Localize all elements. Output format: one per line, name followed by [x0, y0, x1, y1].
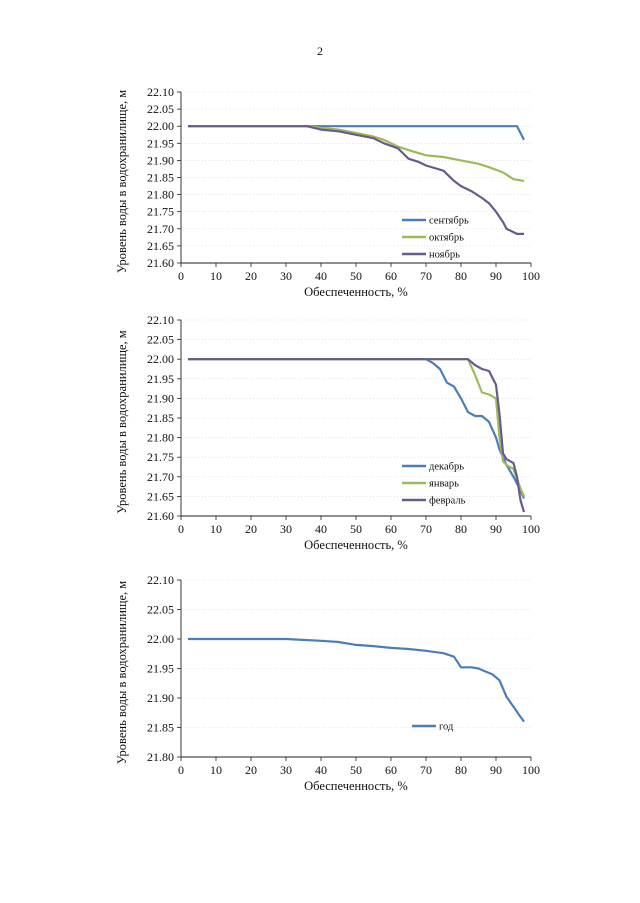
y-tick-label: 21.90 — [147, 391, 174, 405]
y-tick-label: 21.75 — [147, 205, 174, 219]
x-tick-label: 90 — [490, 522, 502, 536]
x-tick-label: 30 — [280, 522, 292, 536]
y-tick-label: 22.00 — [147, 119, 174, 133]
x-tick-label: 20 — [245, 522, 257, 536]
series-line-0 — [188, 637, 525, 723]
series-line-2 — [188, 125, 524, 235]
x-tick-label: 20 — [245, 269, 257, 283]
legend-label: ноябрь — [429, 250, 460, 261]
legend-label: декабрь — [429, 462, 464, 473]
x-tick-label: 40 — [315, 763, 327, 777]
y-tick-label: 21.80 — [147, 750, 174, 764]
x-tick-label: 50 — [350, 522, 362, 536]
y-tick-label: 22.10 — [147, 85, 174, 99]
y-tick-label: 22.10 — [147, 313, 174, 327]
y-tick-label: 21.70 — [147, 470, 174, 484]
page-number: 2 — [317, 44, 323, 58]
chart-autumn: 21.60 21.65 21.70 21.75 21.80 21.85 21.90 21.95… — [115, 85, 540, 299]
y-tick-label: 21.65 — [147, 239, 174, 253]
y-tick-label: 21.90 — [147, 153, 174, 167]
x-tick-label: 30 — [280, 763, 292, 777]
legend-label: февраль — [429, 496, 466, 507]
x-tick-label: 10 — [210, 522, 222, 536]
y-tick-label: 21.90 — [147, 691, 174, 705]
x-tick-label: 50 — [350, 269, 362, 283]
y-tick-label: 21.85 — [147, 721, 174, 735]
chart-year: 21.80 21.85 21.90 21.95 22.00 22.05 22.10 0 10 20… — [115, 573, 540, 793]
x-axis-label: Обеспеченность, % — [304, 285, 408, 299]
x-tick-label: 10 — [210, 269, 222, 283]
y-tick-label: 22.05 — [147, 102, 174, 116]
x-tick-label: 40 — [315, 522, 327, 536]
x-tick-label: 20 — [245, 763, 257, 777]
y-tick-label: 21.65 — [147, 489, 174, 503]
series-line-1 — [188, 125, 525, 182]
y-tick-label: 21.70 — [147, 222, 174, 236]
y-tick-label: 22.05 — [147, 333, 174, 347]
x-tick-label: 70 — [420, 269, 432, 283]
series-line-2 — [188, 358, 526, 513]
y-tick-label: 21.80 — [147, 188, 174, 202]
x-axis-label: Обеспеченность, % — [304, 779, 408, 793]
y-tick-label: 22.00 — [147, 352, 174, 366]
y-axis-label: Уровень воды в водохранилище, м — [115, 330, 129, 514]
x-tick-label: 50 — [350, 763, 362, 777]
x-tick-label: 0 — [178, 763, 184, 777]
x-tick-label: 100 — [522, 522, 540, 536]
y-tick-label: 21.60 — [147, 509, 174, 523]
y-tick-label: 22.10 — [147, 573, 174, 587]
x-axis-label: Обеспеченность, % — [304, 538, 408, 552]
x-tick-label: 60 — [385, 269, 397, 283]
y-tick-label: 21.75 — [147, 450, 174, 464]
y-tick-label: 21.95 — [147, 662, 174, 676]
legend-label: январь — [429, 479, 459, 490]
x-tick-label: 60 — [385, 763, 397, 777]
x-tick-label: 60 — [385, 522, 397, 536]
y-tick-label: 22.05 — [147, 603, 174, 617]
y-tick-label: 21.85 — [147, 171, 174, 185]
legend-label: сентябрь — [429, 216, 469, 227]
y-tick-label: 21.80 — [147, 431, 174, 445]
y-tick-label: 21.60 — [147, 256, 174, 270]
y-axis-label: Уровень воды в водохранилище, м — [115, 581, 129, 765]
x-tick-label: 70 — [420, 763, 432, 777]
series-line-0 — [188, 358, 526, 499]
y-tick-label: 21.85 — [147, 411, 174, 425]
x-tick-label: 80 — [455, 763, 467, 777]
y-axis-label: Уровень воды в водохранилище, м — [115, 90, 129, 274]
x-tick-label: 100 — [522, 269, 540, 283]
x-tick-label: 0 — [178, 269, 184, 283]
x-tick-label: 80 — [455, 522, 467, 536]
series-line-1 — [188, 358, 526, 497]
x-tick-label: 40 — [315, 269, 327, 283]
y-tick-label: 22.00 — [147, 632, 174, 646]
x-tick-label: 70 — [420, 522, 432, 536]
y-tick-label: 21.95 — [147, 372, 174, 386]
chart-winter: 21.60 21.65 21.70 21.75 21.80 21.85 21.90 21.95… — [115, 313, 540, 552]
legend-label: октябрь — [429, 233, 464, 244]
x-tick-label: 30 — [280, 269, 292, 283]
x-tick-label: 0 — [178, 522, 184, 536]
x-tick-label: 10 — [210, 763, 222, 777]
x-tick-label: 80 — [455, 269, 467, 283]
x-tick-label: 90 — [490, 763, 502, 777]
y-tick-label: 21.95 — [147, 136, 174, 150]
legend-label: год — [439, 722, 454, 733]
x-tick-label: 100 — [522, 763, 540, 777]
x-tick-label: 90 — [490, 269, 502, 283]
